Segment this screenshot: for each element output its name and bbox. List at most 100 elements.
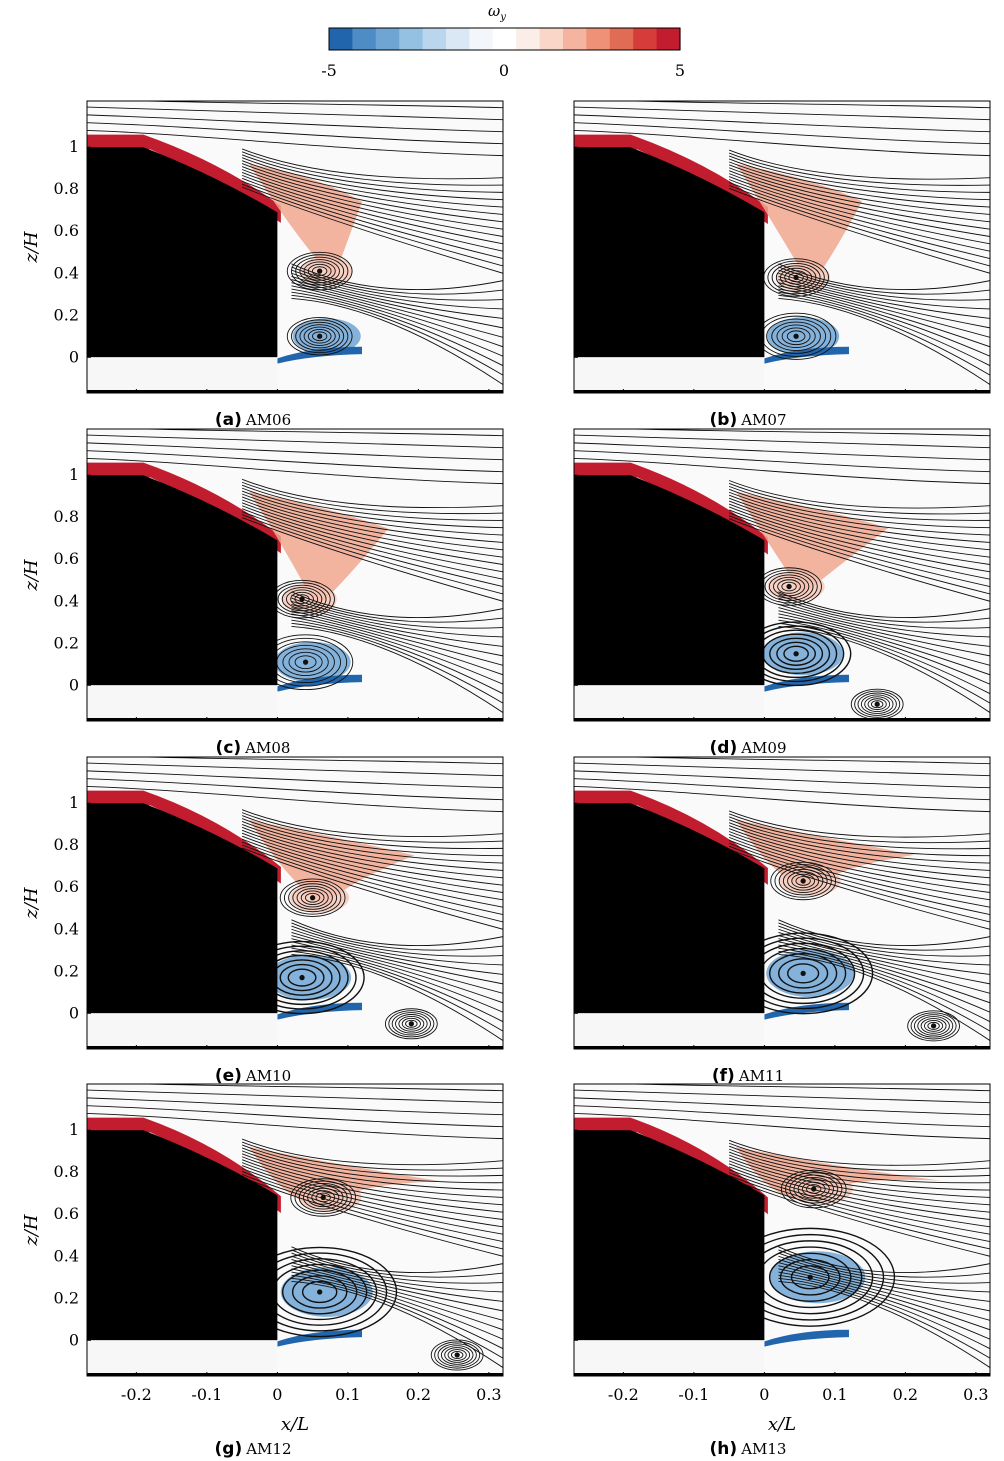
streamline [241,1144,503,1177]
vortex-core [786,583,792,590]
vortex-core [800,878,806,884]
panel-letter: (b) [710,410,738,430]
vortex-ring [768,1252,852,1302]
vortex-ring [395,1014,428,1034]
vortex-ring [388,1010,435,1038]
vortex-ring [789,1174,839,1204]
streamline [728,167,990,223]
streamline [126,101,503,109]
streamline [574,1105,990,1128]
streamline [87,778,503,801]
bluff-body [574,475,765,686]
vortex-ring [787,963,820,984]
vortex-spiral [286,251,353,291]
streamline [778,607,990,657]
streamline [728,819,990,857]
vortex-core [793,651,799,657]
streamline [241,499,503,558]
vortex-ring [279,878,346,917]
x-tick-label: -0.1 [191,1385,222,1404]
streamlines [574,429,990,720]
panel-caption: (g) AM12 [215,1439,292,1459]
axes-frame [86,756,504,1050]
vortex-ring [775,265,817,290]
vortex-ring [771,263,821,292]
streamline [778,591,990,618]
colorbar-cell [329,28,353,50]
vortex-ring [797,1179,830,1199]
streamline [778,935,990,985]
vortex-ring [286,589,319,609]
panel-letter: (c) [216,738,242,758]
streamline [291,1255,503,1293]
streamline [728,506,990,573]
vortex-ring [773,576,806,597]
streamline [241,1156,503,1206]
ground-plane [87,718,503,721]
ground-plane [87,390,503,393]
streamline [291,266,503,295]
vortex-ring [907,1010,960,1042]
streamline [778,1268,990,1331]
streamline [291,269,503,301]
streamline [291,944,503,1013]
axes-frame [573,756,991,1050]
vortex-ring [793,1176,834,1202]
streamline [613,101,990,109]
panels: 1 0.8 0.6 0.4 0.2 0 z/H (a) AM06 (b) AM07 1 0.8 0.6 0.… [21,100,991,1459]
streamline [241,829,503,886]
vortex-ring [315,1192,331,1203]
bluff-body [87,147,278,358]
streamline [778,269,990,301]
streamline [126,757,503,765]
streamline [728,176,990,245]
y-tick-label: 0.6 [54,1204,79,1223]
vortex-core [320,1194,326,1201]
streamline [87,1112,503,1140]
vortex-ring [295,321,345,351]
shear-layer-core [87,462,281,554]
streamline [728,1172,990,1242]
ground-plane [574,390,990,393]
floor-gap [87,357,278,393]
streamline [291,1262,503,1312]
streamline [241,1138,503,1166]
streamline [728,184,990,267]
colorbar-cell [586,28,611,50]
streamline [241,481,503,515]
streamline [728,831,990,886]
streamline [728,182,990,259]
streamline [778,1274,990,1350]
panel-am09: (d) AM09 [573,428,991,758]
axes-frame [573,1083,991,1377]
colorbar-cell [633,28,658,50]
streamline [728,1163,990,1220]
streamline [728,1178,990,1257]
shear-layer-core [574,790,768,885]
panel-caption: (d) AM09 [710,738,787,758]
floor-shear-vorticity [277,674,362,692]
streamline [778,947,990,1023]
streamline [574,450,990,473]
shear-layer-core [574,1117,768,1215]
panel-letter: (h) [710,1439,738,1459]
vortex-ring [768,574,810,599]
floor-gap [574,357,765,393]
vortex-ring [920,1018,947,1034]
streamline [574,1112,990,1140]
plot-area [574,429,990,721]
vortex-ring [279,963,325,992]
y-tick-label: 0 [69,1330,79,1349]
streamline [728,822,990,864]
vortex-ring [783,645,809,662]
y-tick-label: 0.6 [54,549,79,568]
vortex-ring [398,1015,425,1032]
streamline [574,770,990,789]
streamline [87,457,503,485]
x-axis-label: x/L [768,1414,796,1435]
panel-am11: (f) AM11 [573,756,991,1086]
y-tick-label: 0.6 [54,221,79,240]
panel-letter: (d) [710,738,738,758]
vortex-ring [288,883,338,913]
panel-am10: 1 0.8 0.6 0.4 0.2 0 z/H (e) AM10 [21,756,504,1086]
